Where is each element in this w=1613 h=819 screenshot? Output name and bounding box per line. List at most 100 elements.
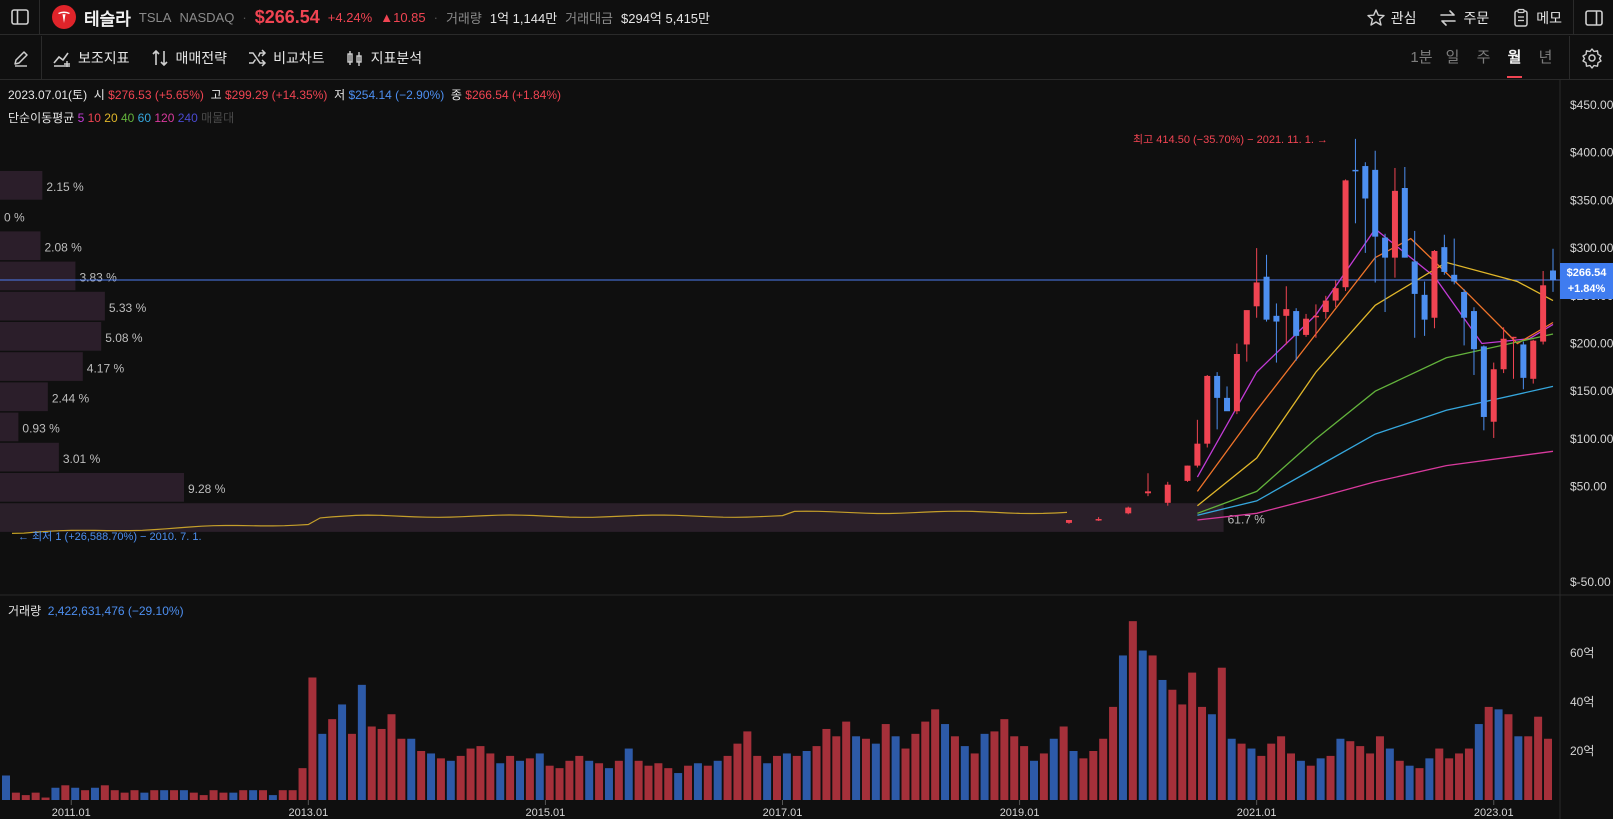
sidebar-toggle-button[interactable] [0,0,40,35]
candle-body [1065,519,1072,523]
tab-1min[interactable]: 1분 [1410,49,1433,66]
candle-body [1490,369,1497,422]
volume-profile-pct: 2.15 % [46,180,84,194]
volume-bar [100,785,109,800]
volume-bar [802,751,811,800]
ma-period-5: 5 [77,111,85,125]
candle-body [1253,282,1260,307]
volume-bar [239,790,248,800]
volume-bar [160,790,169,800]
volume-bar [921,721,930,800]
volume-bar [1494,709,1503,800]
draw-tool-button[interactable] [0,35,42,80]
volume-bar [1267,743,1276,800]
volume-bar [1455,753,1464,800]
close-value: $266.54 (+1.84%) [465,88,562,102]
open-value: $276.53 (+5.65%) [108,88,204,102]
price-tag-price: $266.54 [1566,267,1607,279]
candle-body [1194,443,1201,466]
volume-bar [1356,746,1365,800]
volume-bar [1198,706,1207,800]
volume-value: 1억 1,144만 [489,10,558,26]
price-axis-label: $50.00 [1570,480,1607,494]
volume-bar [852,736,861,800]
volume-bar [130,790,139,800]
amount-label: 거래대금 [565,10,613,26]
tab-week[interactable]: 주 [1476,49,1491,66]
volume-bar [1138,650,1147,800]
indicator-button[interactable]: 보조지표 [42,36,140,80]
strategy-button[interactable]: 매매전략 [140,36,238,80]
watchlist-button[interactable]: 관심 [1355,0,1428,35]
separator-dot: · [242,9,247,25]
candle-body [1095,519,1102,521]
candle-body [1125,507,1132,514]
volume-bar [1375,736,1384,800]
volume-bar [288,790,297,800]
volume-bar [516,760,524,800]
volume-bar [1464,748,1473,800]
volume-label: 거래량 [445,10,482,26]
analysis-label: 지표분석 [370,49,423,66]
ma-periods: 5 10 20 40 60 120 240 [78,111,198,125]
volume-bar [1089,751,1098,800]
price-axis-label: $350.00 [1570,193,1613,207]
volume-bar [179,790,188,800]
volume-bar [1395,760,1404,800]
volume-bar [506,755,515,800]
ma-legend[interactable]: 단순이동평균 5 10 20 40 60 120 240 매물대 [8,109,234,126]
ma40-line [1197,333,1554,514]
volume-bar [664,768,673,800]
tab-year[interactable]: 년 [1538,49,1553,66]
volume-profile-pct: 9.28 % [188,482,226,496]
right-panel-toggle-button[interactable] [1573,0,1613,35]
volume-bar [970,753,979,800]
volume-bar [1168,689,1177,800]
volume-bar [1128,621,1137,800]
volume-legend-value: 2,422,631,476 (−29.10%) [47,604,184,618]
volume-profile-bar [0,503,1224,532]
volume-bar [822,728,831,800]
candle-body [1510,336,1517,339]
compare-button[interactable]: 비교차트 [237,36,335,80]
volume-bar [1099,738,1108,800]
watchlist-label: 관심 [1390,9,1417,26]
chart-plus-icon [53,52,70,67]
candle-body [1520,344,1527,378]
candle-body [1312,315,1319,318]
volume-profile-bar [0,261,76,291]
candle-body [1352,169,1359,172]
volume-bar [832,736,841,800]
candle-body [1184,465,1191,481]
memo-button[interactable]: 메모 [1500,0,1573,35]
volume-bar [1207,714,1216,800]
volume-bar [773,755,781,800]
volume-profile-pct: 2.08 % [44,241,82,255]
volume-bar [338,704,347,800]
volume-bar [703,765,712,800]
chart-settings-button[interactable] [1569,36,1613,80]
price-axis-label: $450.00 [1570,98,1613,112]
analysis-button[interactable]: 지표분석 [335,36,433,80]
volume-bar [871,743,880,800]
volume-bar [199,795,208,800]
clipboard-icon [1514,8,1528,27]
candle-body [1382,237,1389,258]
candle-body [1293,311,1300,336]
volume-bar [1039,753,1048,800]
order-button[interactable]: 주문 [1427,0,1500,35]
candle-body [1243,310,1250,345]
volume-bar [575,755,584,800]
volume-bar [170,790,179,800]
volume-bar [1188,672,1197,800]
volume-bar [1484,706,1493,800]
volume-bar [753,755,762,800]
volume-legend-label: 거래량 [8,604,42,618]
low-value: $254.14 (−2.90%) [348,88,445,102]
volume-bar [367,726,376,800]
volume-bar [436,758,445,800]
tab-day[interactable]: 일 [1445,49,1460,66]
stock-name[interactable]: 테슬라 [84,9,131,29]
tab-month[interactable]: 월 [1499,36,1530,80]
